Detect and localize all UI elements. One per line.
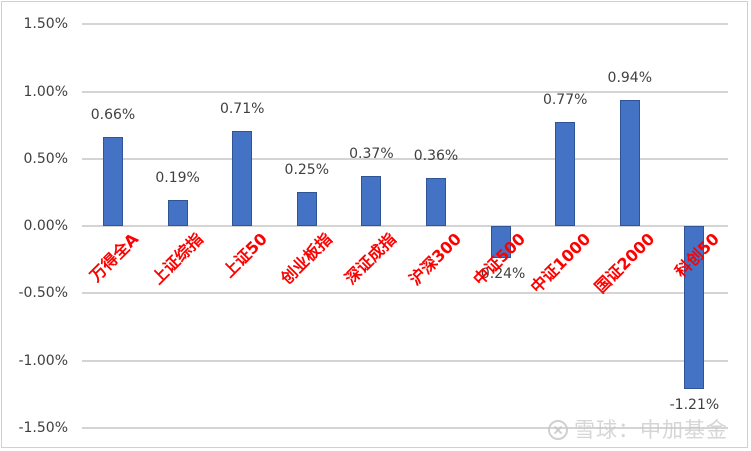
bar	[103, 137, 123, 226]
data-label: 0.94%	[607, 69, 653, 86]
gridline	[82, 426, 728, 429]
y-axis-tick-label: 1.50%	[23, 16, 68, 33]
bar	[361, 176, 382, 226]
bar	[684, 226, 705, 389]
snowball-logo-icon	[548, 420, 568, 440]
gridline	[82, 359, 728, 362]
data-label: 0.36%	[413, 147, 459, 164]
data-label: 0.25%	[284, 162, 330, 179]
gridline	[82, 292, 728, 295]
watermark: 雪球：中加基金	[548, 414, 728, 444]
data-label: 0.66%	[90, 107, 136, 124]
gridline	[82, 225, 728, 227]
y-axis-tick-label: -0.50%	[18, 285, 68, 302]
gridline	[82, 90, 728, 93]
bar	[619, 99, 640, 226]
bar	[490, 226, 511, 259]
y-axis-tick-label: 0.50%	[23, 150, 68, 167]
gridline	[82, 23, 728, 26]
y-axis-tick-label: 1.00%	[23, 83, 68, 100]
y-axis-tick-label: -1.50%	[18, 419, 68, 436]
gridline	[82, 157, 728, 160]
data-label: 0.77%	[542, 92, 588, 109]
y-axis-tick-label: 0.00%	[23, 218, 68, 234]
data-label: 0.19%	[155, 170, 200, 187]
bar	[426, 177, 446, 226]
data-label: -1.21%	[669, 396, 720, 413]
data-label: 0.37%	[349, 146, 394, 163]
bar	[296, 192, 317, 226]
bar	[555, 122, 576, 226]
data-label: -0.24%	[475, 266, 526, 283]
bar	[232, 130, 253, 226]
y-axis-tick-label: -1.00%	[18, 352, 68, 369]
bar	[167, 200, 188, 226]
data-label: 0.71%	[219, 100, 265, 117]
watermark-text: 雪球：中加基金	[574, 418, 728, 442]
